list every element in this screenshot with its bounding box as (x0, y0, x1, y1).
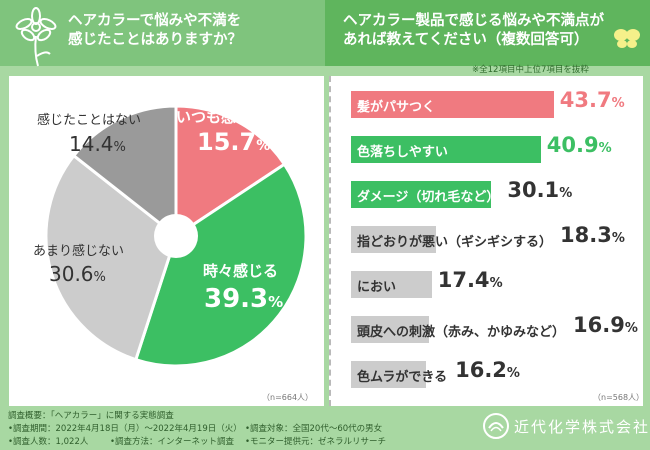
left-header (0, 0, 325, 66)
bar-value: 16.2% (455, 358, 520, 382)
bar-value: 16.9% (573, 313, 638, 337)
bar-label: ダメージ（切れ毛など） (357, 190, 500, 205)
pie-label-rarely: あまり感じない (33, 244, 125, 259)
bar-value: 43.7% (559, 88, 625, 112)
top-note: ※全12項目中上位7項目を抜粋 (472, 65, 589, 75)
pie-n-label: （n=664人） (262, 393, 314, 402)
bar-label: 指どおりが悪い（ギシギシする） (357, 235, 553, 250)
pie-slice-2 (44, 153, 178, 362)
bar-label: 頭皮への刺激（赤み、かゆみなど） (357, 325, 566, 340)
bar-value: 18.3% (560, 223, 625, 247)
pie-slice-3 (71, 104, 178, 240)
bar-panel: 髪がパサつく 43.7% 色落ちしやすい 40.9% ダメージ（切れ毛など） 30.1% 指… (329, 76, 645, 406)
pie-chart (44, 104, 308, 368)
butterfly-decoration (614, 29, 640, 48)
bar-value: 40.9% (546, 133, 612, 157)
bar-label: におい (357, 280, 397, 295)
bar-label: 髪がパサつく (357, 100, 436, 115)
pie-label-always: いつも感じる (176, 108, 267, 126)
footer-provider: •モニター提供元：ゼネラルリサーチ (245, 437, 387, 447)
bar-mark (351, 91, 554, 118)
pie-label-never: 感じたことはない (37, 113, 142, 128)
pie-pct-rarely: 30.6% (49, 262, 106, 286)
left-question-line1: ヘアカラーで悩みや不満を (68, 13, 242, 29)
bar-mark (351, 226, 436, 253)
footer-period: •調査期間：2022年4月18日（月）～2022年4月19日（火） (8, 424, 242, 434)
bar-value: 30.1% (507, 178, 573, 202)
right-question-line2: あれば教えてください（複数回答可） (343, 32, 589, 48)
footer-method: •調査方法：インターネット調査 (110, 437, 235, 447)
brand-logo-icon (483, 413, 509, 439)
bar-mark (351, 136, 541, 163)
footer-target: •調査対象：全国20代～60代の男女 (245, 424, 383, 434)
bar-mark (351, 181, 491, 208)
pie-pct-sometimes: 39.3% (204, 284, 284, 314)
right-question-line1: ヘアカラー製品で感じる悩みや不満点が (343, 13, 604, 29)
right-header (325, 0, 650, 66)
bar-n-label: （n=568人） (593, 393, 645, 402)
flower-decoration (15, 7, 57, 67)
pie-panel: いつも感じる 15.7% 時々感じる 39.3% あまり感じない 30.6% 感… (9, 76, 324, 406)
bar-mark (351, 361, 427, 388)
brand-name: 近代化学株式会社 (514, 418, 650, 436)
right-question: ヘアカラー製品で感じる悩みや不満点が あれば教えてください（複数回答可） (343, 12, 604, 50)
bar-value: 17.4% (437, 268, 503, 292)
footer-count: •調査人数：1,022人 (8, 437, 89, 447)
pie-pct-never: 14.4% (69, 132, 126, 156)
left-question: ヘアカラーで悩みや不満を 感じたことはありますか？ (68, 12, 242, 50)
pie-pct-always: 15.7% (197, 128, 271, 156)
bar-label: 色落ちしやすい (357, 145, 448, 160)
footer-title: 調査概要：「ヘアカラー」に関する実態調査 (8, 411, 174, 421)
pie-center-hole (154, 214, 198, 258)
pie-slice-0 (174, 104, 287, 239)
footer (0, 406, 650, 450)
left-question-line2: 感じたことはありますか？ (68, 32, 242, 48)
bar-mark (351, 271, 432, 298)
bar-label: 色ムラができる (357, 370, 448, 385)
pie-slice-1 (133, 162, 308, 368)
pie-label-sometimes: 時々感じる (203, 262, 279, 280)
bar-mark (351, 316, 430, 343)
